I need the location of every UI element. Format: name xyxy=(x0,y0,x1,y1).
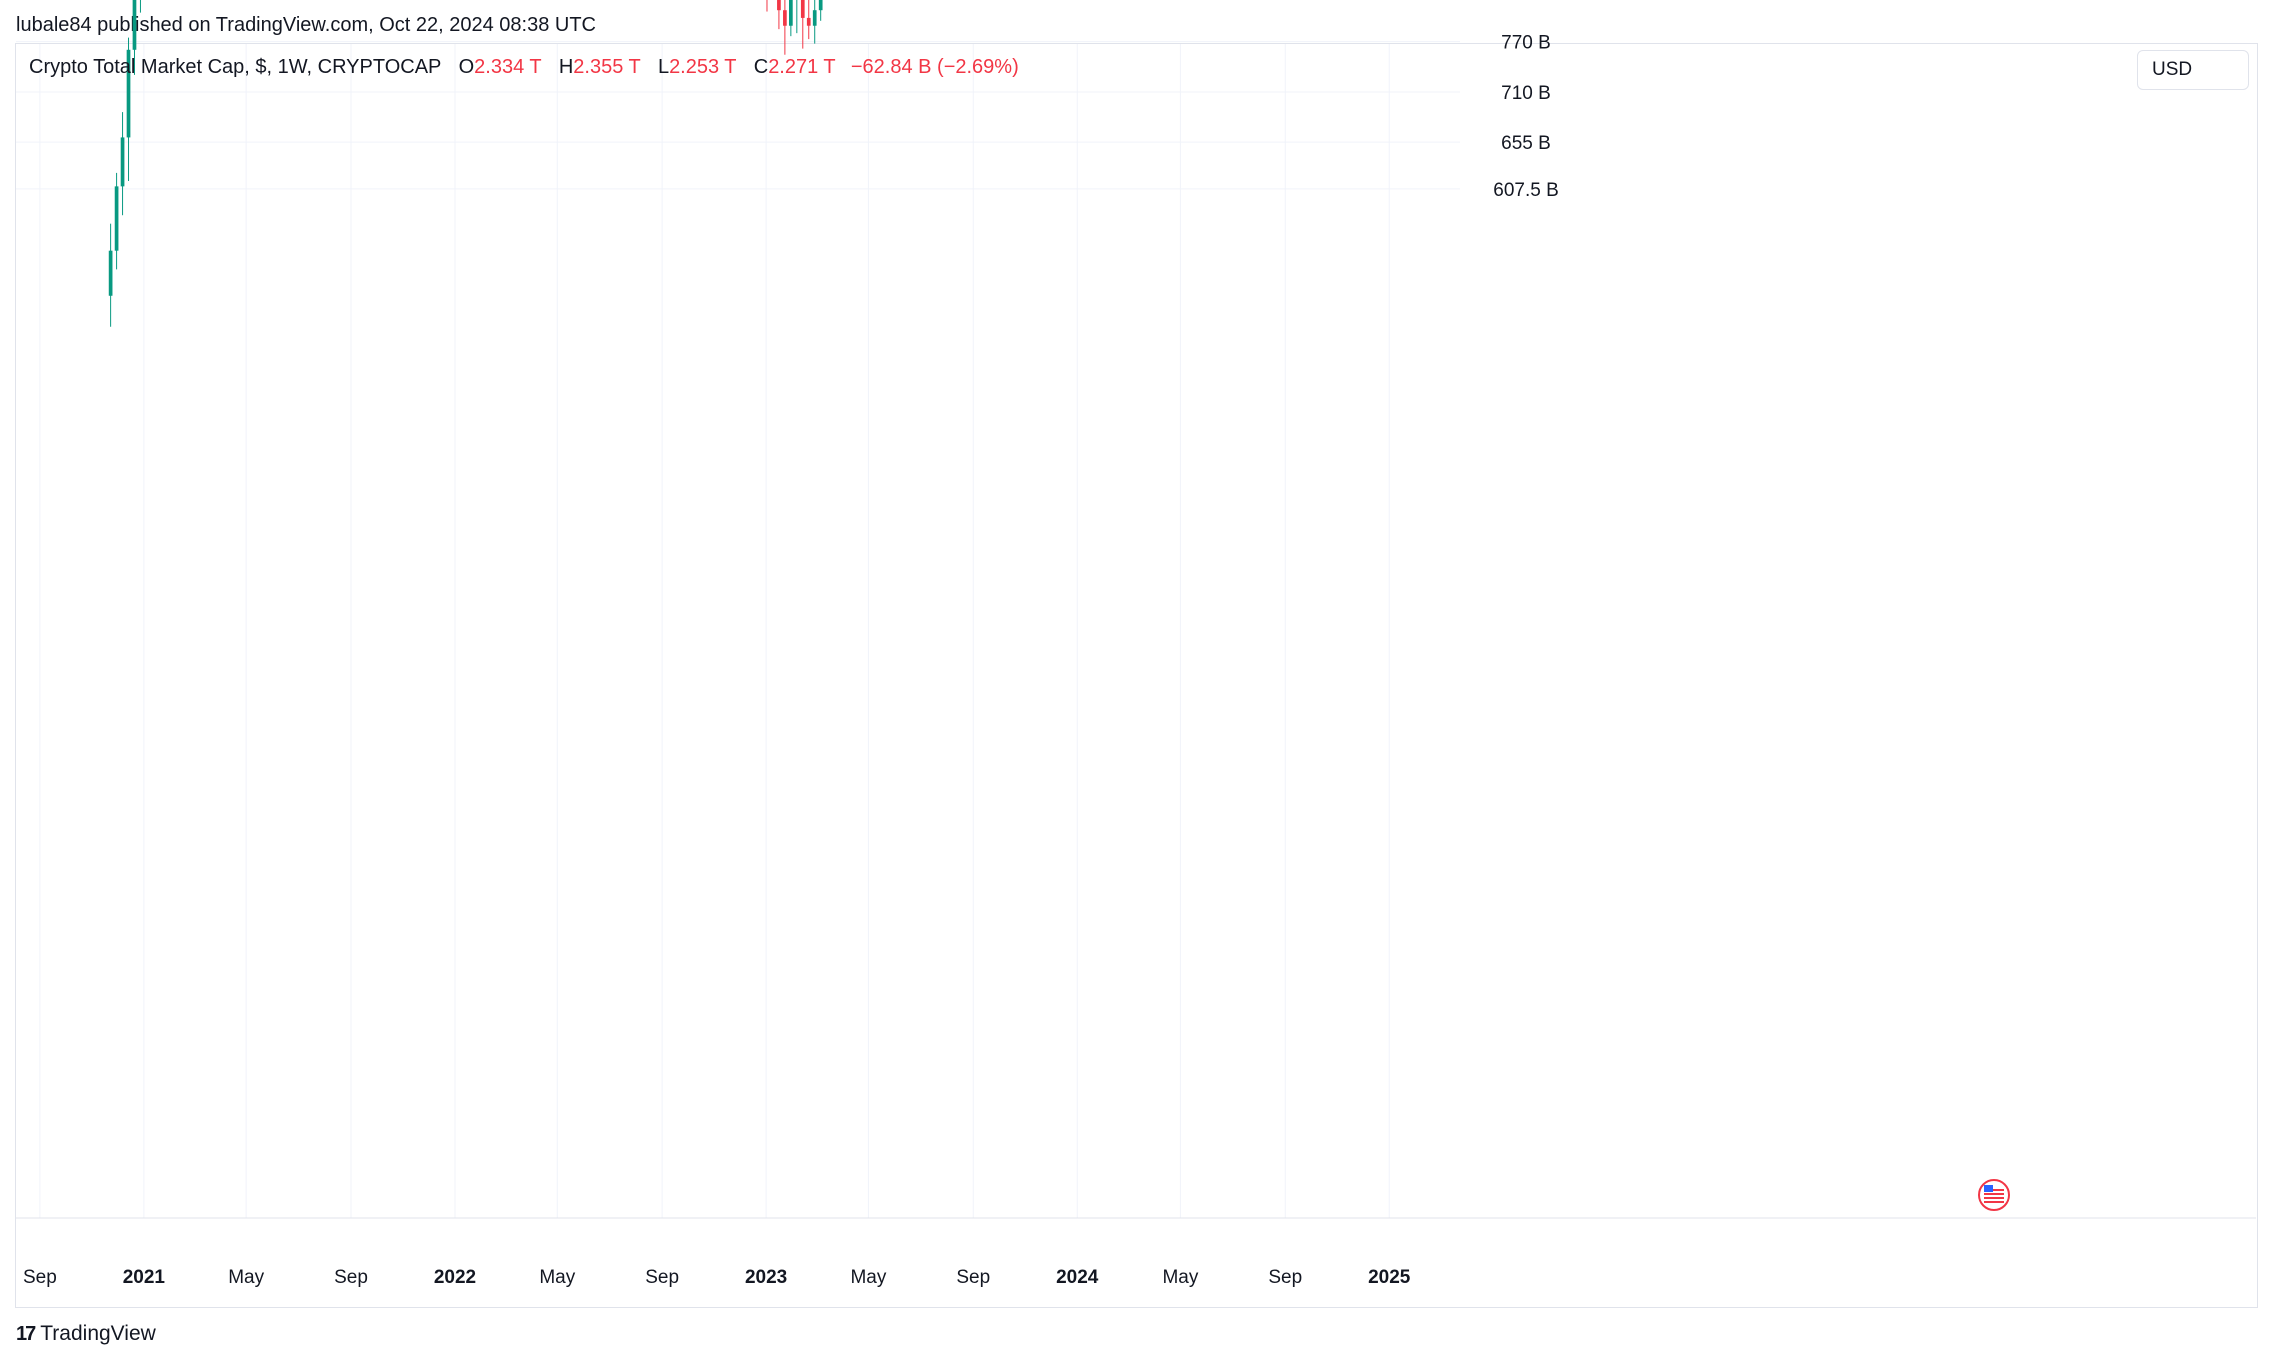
x-tick-label: 2021 xyxy=(123,1267,166,1288)
candle-body xyxy=(789,0,793,26)
currency-selector[interactable]: USD xyxy=(2137,50,2249,90)
grid xyxy=(16,41,1460,1218)
flag-stripe xyxy=(1984,1201,2004,1203)
candle-body xyxy=(800,0,805,18)
flag-stripe xyxy=(1984,1189,2004,1191)
brand-name: TradingView xyxy=(40,1322,156,1345)
flag-canton xyxy=(1984,1185,1993,1192)
x-tick-label: May xyxy=(850,1267,886,1288)
x-tick-label: Sep xyxy=(645,1267,679,1288)
overlays: TOTAL2.271 T5d 16h2.063 T xyxy=(1978,1179,2010,1211)
y-tick-label: 710 B xyxy=(1501,83,1551,104)
low-label: L xyxy=(657,56,670,78)
candle-body xyxy=(812,10,817,26)
x-tick-label: 2022 xyxy=(434,1267,476,1288)
x-tick-label: Sep xyxy=(1268,1267,1302,1288)
x-tick-label: May xyxy=(539,1267,575,1288)
footer-branding[interactable]: 17 TradingView xyxy=(16,1322,156,1346)
candle-body xyxy=(108,250,113,296)
y-tick-label: 655 B xyxy=(1501,133,1551,154)
x-tick-label: 2023 xyxy=(745,1267,787,1288)
candle-body xyxy=(806,17,811,26)
high-value: 2.355 T xyxy=(573,56,641,78)
publish-info: lubale84 published on TradingView.com, O… xyxy=(16,14,596,36)
candles xyxy=(108,0,823,327)
close-label: C xyxy=(753,56,769,78)
candle-body xyxy=(126,49,131,138)
close-value: 2.271 T xyxy=(768,56,836,78)
open-value: 2.334 T xyxy=(474,56,542,78)
flag-stripe xyxy=(1984,1193,2004,1195)
y-tick-label: 607.5 B xyxy=(1493,180,1559,201)
x-tick-label: Sep xyxy=(956,1267,990,1288)
flag-stripe xyxy=(1984,1197,2004,1199)
candle-body xyxy=(120,137,125,187)
low-value: 2.253 T xyxy=(669,56,737,78)
x-tick-label: Sep xyxy=(23,1267,57,1288)
symbol-description: Crypto Total Market Cap, $, 1W, CRYPTOCA… xyxy=(29,56,442,78)
candle-body xyxy=(114,186,119,251)
axes: 3.2 T2.8 T2.5 T2.1 T1.9 T1.7 T1.55 T1.43… xyxy=(16,33,2256,1288)
candle-body xyxy=(783,10,787,26)
open-label: O xyxy=(458,56,475,78)
x-tick-label: May xyxy=(1162,1267,1198,1288)
change-value: −62.84 B (−2.69%) xyxy=(850,56,1019,78)
symbol-legend[interactable]: Crypto Total Market Cap, $, 1W, CRYPTOCA… xyxy=(29,56,1019,79)
tradingview-logo-icon: 17 xyxy=(16,1322,36,1345)
x-tick-label: May xyxy=(228,1267,264,1288)
x-tick-label: 2025 xyxy=(1368,1267,1411,1288)
high-label: H xyxy=(558,56,574,78)
y-tick-label: 770 B xyxy=(1501,33,1551,54)
x-tick-label: 2024 xyxy=(1056,1267,1099,1288)
candle-body xyxy=(777,0,781,11)
chart-frame xyxy=(15,43,2258,1308)
candle-body xyxy=(818,0,823,11)
candle-body xyxy=(132,0,137,50)
x-tick-label: Sep xyxy=(334,1267,368,1288)
